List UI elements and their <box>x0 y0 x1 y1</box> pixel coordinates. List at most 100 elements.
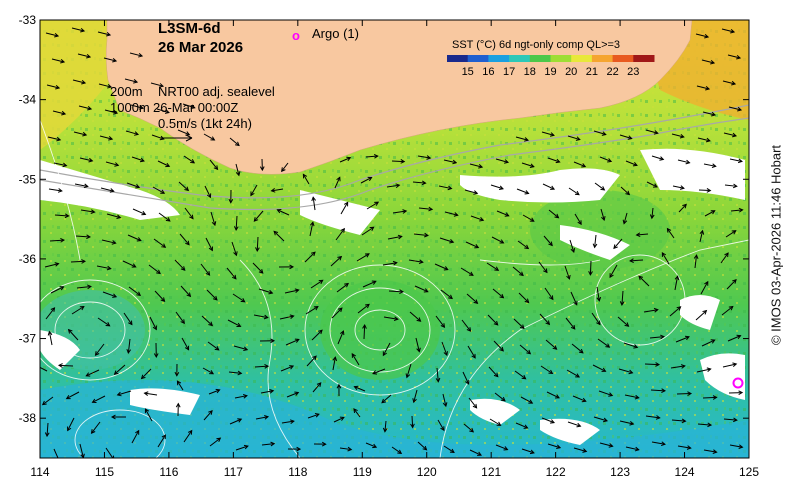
velocity-arrow-head <box>477 451 483 456</box>
velocity-arrow-shaft <box>542 183 555 190</box>
velocity-arrow-shaft <box>568 187 580 196</box>
velocity-arrow-shaft <box>336 283 349 293</box>
velocity-arrow-shaft <box>127 234 142 242</box>
velocity-arrow-shaft <box>99 135 113 140</box>
velocity-arrow-head <box>704 280 709 286</box>
velocity-arrow-head <box>270 338 276 344</box>
velocity-arrow-head <box>666 227 672 233</box>
velocity-arrow-shaft <box>600 208 605 221</box>
velocity-arrow-head <box>54 262 60 267</box>
velocity-arrow-shaft <box>366 201 379 210</box>
velocity-arrow-head <box>499 346 504 352</box>
velocity-arrow-head <box>737 106 743 112</box>
velocity-arrow-shaft <box>150 82 164 87</box>
velocity-arrow-shaft <box>434 263 449 271</box>
x-axis: 114 115 116 117 118 119 120 121 122 123 124 125 <box>30 20 759 479</box>
velocity-arrow-shaft <box>493 340 504 352</box>
velocity-arrow-head <box>234 141 240 147</box>
velocity-arrow-shaft <box>440 289 453 299</box>
velocity-arrow-shaft <box>76 285 91 289</box>
velocity-arrow-head <box>682 203 687 209</box>
velocity-arrow-head <box>613 244 618 250</box>
velocity-arrow-head <box>601 131 607 136</box>
velocity-arrow-shaft <box>232 293 245 303</box>
velocity-arrow-head <box>153 353 159 359</box>
argo-float[interactable] <box>732 377 744 389</box>
velocity-arrow-head <box>126 349 132 354</box>
velocity-arrow-head <box>373 153 379 159</box>
velocity-arrow-shaft <box>280 365 294 372</box>
velocity-arrow-head <box>136 237 142 242</box>
velocity-arrow-head <box>400 159 406 164</box>
velocity-arrow-shaft <box>613 238 623 249</box>
velocity-arrow-head <box>50 307 56 312</box>
eddy-east <box>530 190 670 270</box>
velocity-arrow-head <box>156 269 161 275</box>
velocity-arrow-head <box>608 443 614 448</box>
velocity-arrow-head <box>655 415 661 420</box>
velocity-arrow-head <box>428 206 434 212</box>
velocity-arrow-head <box>494 266 500 271</box>
velocity-arrow-shaft <box>44 263 59 268</box>
velocity-arrow-shaft <box>670 365 685 369</box>
velocity-arrow-head <box>392 260 398 266</box>
velocity-arrow-shaft <box>701 339 715 347</box>
y-tick-label: -35 <box>19 172 37 186</box>
velocity-arrow-shaft <box>184 207 194 219</box>
velocity-arrow-shaft <box>469 449 482 456</box>
velocity-arrow-shaft <box>175 311 185 324</box>
velocity-arrow-head <box>214 346 220 351</box>
velocity-arrow-head <box>65 394 71 400</box>
velocity-arrow-head <box>674 275 680 281</box>
velocity-arrow-head <box>652 183 658 188</box>
velocity-arrow-head <box>190 104 196 110</box>
velocity-arrow-head <box>421 180 427 186</box>
velocity-arrow-shaft <box>101 239 116 244</box>
velocity-arrow-head <box>276 208 282 214</box>
velocity-arrow-shaft <box>141 368 152 379</box>
velocity-arrow-shaft <box>703 163 716 167</box>
velocity-arrow-head <box>474 244 480 249</box>
velocity-arrow-shaft <box>541 131 555 136</box>
velocity-arrow-head <box>685 159 691 165</box>
velocity-arrow-head <box>187 429 193 435</box>
velocity-arrow-head <box>208 246 213 252</box>
velocity-arrow-shaft <box>698 189 711 192</box>
velocity-arrow-shaft <box>574 213 582 225</box>
velocity-arrow-head <box>161 243 167 248</box>
velocity-arrow-shaft <box>77 53 91 58</box>
x-tick-label: 114 <box>30 465 49 479</box>
velocity-arrow-head <box>681 418 687 424</box>
velocity-arrow-shaft <box>382 342 391 356</box>
velocity-arrow-head <box>270 441 276 447</box>
sealevel-title: NRT00 adj. sealevel <box>158 84 275 99</box>
velocity-arrow-head <box>81 79 87 85</box>
velocity-arrow-shaft <box>699 230 704 243</box>
velocity-arrow-shaft <box>74 183 88 187</box>
velocity-arrow-shaft <box>333 416 345 423</box>
velocity-arrow-head <box>174 371 180 377</box>
velocity-arrow-shaft <box>630 259 644 262</box>
velocity-arrow-shaft <box>678 204 687 213</box>
velocity-arrow-shaft <box>468 397 477 409</box>
velocity-arrow-shaft <box>231 241 237 256</box>
velocity-arrow-head <box>233 226 239 232</box>
product-title: L3SM-6d <box>158 20 221 37</box>
velocity-arrow-shaft <box>494 392 506 402</box>
velocity-arrow-head <box>624 322 630 327</box>
velocity-arrow-head <box>731 230 737 235</box>
velocity-arrow-head <box>255 247 260 253</box>
velocity-arrow-head <box>67 426 72 432</box>
velocity-arrow-head <box>519 324 525 330</box>
velocity-arrow-head <box>347 446 353 452</box>
velocity-arrow-shaft <box>361 226 374 236</box>
velocity-arrow-head <box>372 443 378 449</box>
velocity-arrow-shaft <box>46 84 60 89</box>
velocity-arrow-head <box>64 213 70 219</box>
velocity-arrow-head <box>526 349 532 355</box>
velocity-arrow-head <box>160 189 166 194</box>
velocity-arrow-shaft <box>72 79 86 84</box>
velocity-arrow-head <box>259 166 265 172</box>
velocity-arrow-shaft <box>724 184 737 187</box>
velocity-arrow-shaft <box>103 57 117 62</box>
